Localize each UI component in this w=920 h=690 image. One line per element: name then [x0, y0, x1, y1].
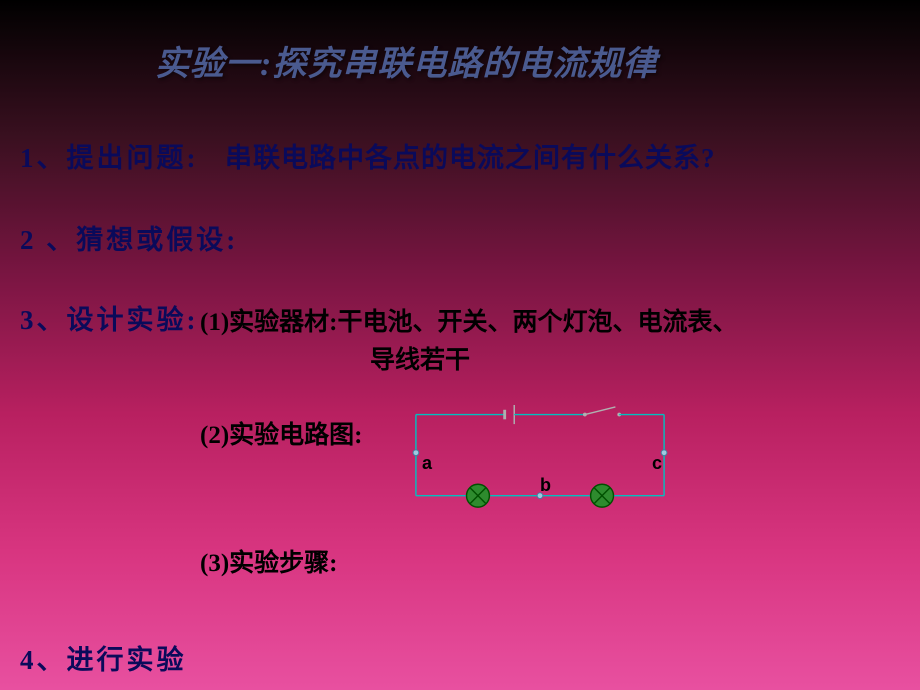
- q3-item3: (3)实验步骤:: [200, 543, 337, 579]
- q3-item2: (2)实验电路图:: [200, 415, 362, 451]
- q2-label: 2 、猜想或假设:: [20, 218, 238, 257]
- q3-item1-a: (1)实验器材:干电池、开关、两个灯泡、电流表、: [200, 302, 737, 338]
- circuit-label-a: a: [422, 453, 432, 474]
- q1-label: 1、提出问题:: [20, 136, 199, 175]
- q3-label: 3、设计实验:: [20, 298, 199, 337]
- q1-text: 串联电路中各点的电流之间有什么关系?: [225, 136, 716, 175]
- circuit-label-c: c: [652, 453, 662, 474]
- q3-item1-b: 导线若干: [370, 340, 470, 376]
- slide: 实验一:探究串联电路的电流规律 1、提出问题: 串联电路中各点的电流之间有什么关…: [0, 0, 920, 690]
- slide-title: 实验一:探究串联电路的电流规律: [155, 36, 657, 85]
- circuit-label-b: b: [540, 475, 551, 496]
- q4-label: 4、进行实验: [20, 638, 187, 677]
